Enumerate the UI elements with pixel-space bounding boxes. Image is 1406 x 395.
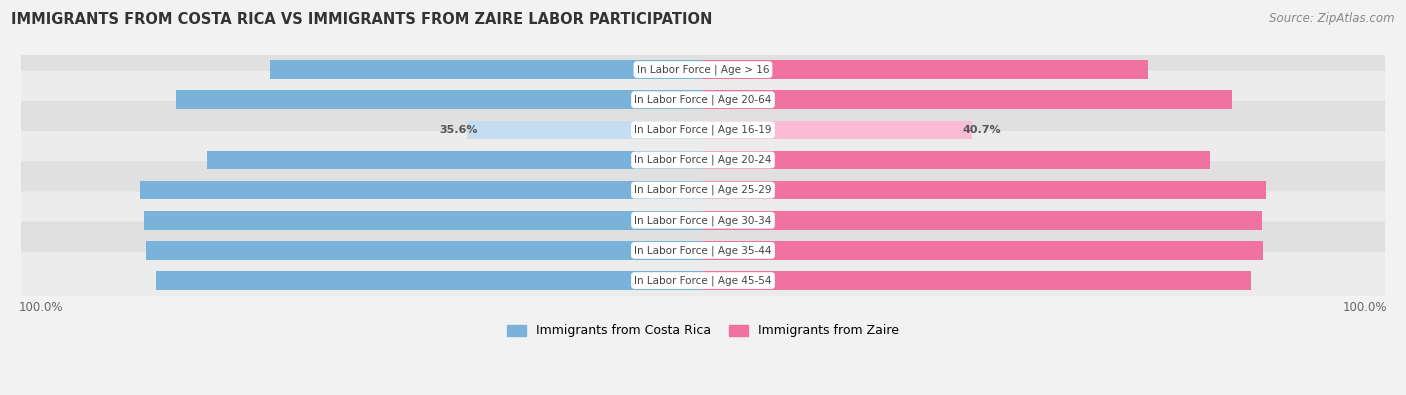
Bar bbox=[703, 60, 1147, 79]
Text: 85.1%: 85.1% bbox=[716, 185, 755, 195]
Bar bbox=[207, 150, 703, 169]
Text: 84.5%: 84.5% bbox=[651, 215, 690, 225]
Text: 84.2%: 84.2% bbox=[651, 245, 690, 256]
Bar bbox=[139, 181, 703, 199]
Bar bbox=[703, 120, 973, 139]
FancyBboxPatch shape bbox=[18, 222, 1388, 279]
Text: 67.2%: 67.2% bbox=[716, 64, 755, 75]
Text: In Labor Force | Age 30-34: In Labor Force | Age 30-34 bbox=[634, 215, 772, 226]
FancyBboxPatch shape bbox=[18, 252, 1388, 310]
Text: In Labor Force | Age 25-29: In Labor Force | Age 25-29 bbox=[634, 185, 772, 196]
Text: 74.9%: 74.9% bbox=[651, 155, 690, 165]
Text: 79.7%: 79.7% bbox=[651, 95, 690, 105]
Text: 65.5%: 65.5% bbox=[651, 64, 690, 75]
Bar bbox=[703, 211, 1263, 229]
FancyBboxPatch shape bbox=[18, 191, 1388, 249]
Text: 85.1%: 85.1% bbox=[651, 185, 690, 195]
Text: 79.9%: 79.9% bbox=[716, 95, 755, 105]
Bar bbox=[143, 211, 703, 229]
Text: Source: ZipAtlas.com: Source: ZipAtlas.com bbox=[1270, 12, 1395, 25]
Text: IMMIGRANTS FROM COSTA RICA VS IMMIGRANTS FROM ZAIRE LABOR PARTICIPATION: IMMIGRANTS FROM COSTA RICA VS IMMIGRANTS… bbox=[11, 12, 713, 27]
Text: 40.7%: 40.7% bbox=[963, 125, 1001, 135]
Text: 84.5%: 84.5% bbox=[716, 215, 755, 225]
Text: In Labor Force | Age 20-64: In Labor Force | Age 20-64 bbox=[634, 94, 772, 105]
Bar bbox=[176, 90, 703, 109]
Bar bbox=[270, 60, 703, 79]
Text: 35.6%: 35.6% bbox=[439, 125, 478, 135]
Text: In Labor Force | Age 35-44: In Labor Force | Age 35-44 bbox=[634, 245, 772, 256]
Bar bbox=[703, 150, 1211, 169]
Bar bbox=[156, 271, 703, 290]
FancyBboxPatch shape bbox=[18, 71, 1388, 129]
Legend: Immigrants from Costa Rica, Immigrants from Zaire: Immigrants from Costa Rica, Immigrants f… bbox=[502, 320, 904, 342]
Text: 84.6%: 84.6% bbox=[716, 245, 755, 256]
Bar bbox=[703, 271, 1251, 290]
Bar bbox=[467, 120, 703, 139]
Text: In Labor Force | Age 45-54: In Labor Force | Age 45-54 bbox=[634, 275, 772, 286]
Bar bbox=[703, 241, 1263, 260]
Text: 76.6%: 76.6% bbox=[716, 155, 755, 165]
Text: 82.8%: 82.8% bbox=[716, 276, 755, 286]
Bar bbox=[703, 90, 1232, 109]
Text: In Labor Force | Age 16-19: In Labor Force | Age 16-19 bbox=[634, 124, 772, 135]
Text: In Labor Force | Age > 16: In Labor Force | Age > 16 bbox=[637, 64, 769, 75]
Text: 82.6%: 82.6% bbox=[651, 276, 690, 286]
Text: In Labor Force | Age 20-24: In Labor Force | Age 20-24 bbox=[634, 155, 772, 165]
Bar bbox=[146, 241, 703, 260]
FancyBboxPatch shape bbox=[18, 101, 1388, 159]
FancyBboxPatch shape bbox=[18, 131, 1388, 189]
FancyBboxPatch shape bbox=[18, 41, 1388, 98]
FancyBboxPatch shape bbox=[18, 161, 1388, 219]
Bar bbox=[703, 181, 1267, 199]
